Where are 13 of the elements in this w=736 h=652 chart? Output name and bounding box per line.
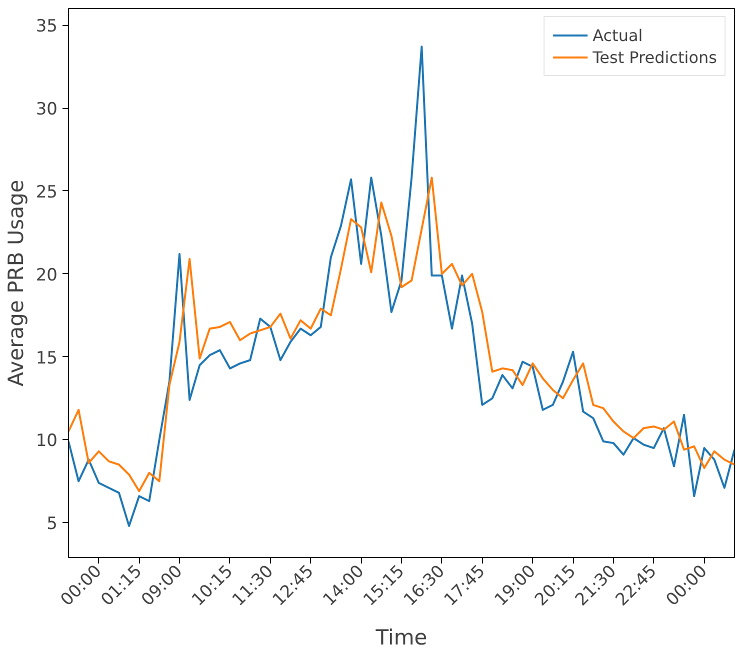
line-series (68, 176, 734, 492)
y-tick-label: 35 (36, 16, 58, 37)
y-tick-label: 5 (46, 514, 58, 534)
y-tick-label: 15 (36, 348, 58, 368)
x-axis-title: Time (374, 625, 428, 650)
legend-label: Actual (592, 26, 643, 44)
legend-label: Test Predictions (592, 48, 717, 66)
y-axis-title: Average PRB Usage (4, 180, 28, 386)
y-tick-label: 20 (36, 265, 58, 286)
y-tick-label: 10 (36, 431, 58, 452)
y-tick-label: 30 (36, 100, 58, 120)
y-tick-label: 25 (36, 182, 58, 202)
line-series (68, 46, 734, 527)
